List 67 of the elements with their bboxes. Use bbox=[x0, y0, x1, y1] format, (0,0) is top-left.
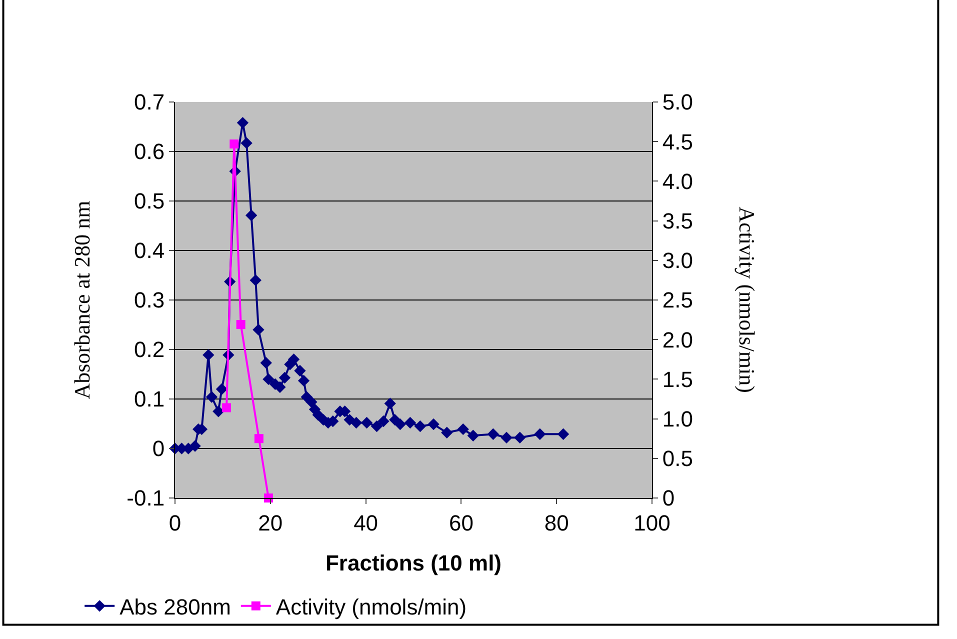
point bbox=[534, 428, 546, 440]
y2-tick-label: 3.0 bbox=[662, 248, 693, 274]
y-tick-label: 0.3 bbox=[134, 288, 165, 313]
point bbox=[262, 373, 274, 386]
point bbox=[306, 396, 318, 408]
point bbox=[230, 139, 239, 148]
point bbox=[557, 428, 570, 440]
y-tick-label: 0.5 bbox=[134, 188, 165, 214]
point bbox=[428, 418, 440, 430]
point bbox=[254, 434, 264, 444]
point bbox=[236, 320, 246, 330]
point bbox=[414, 420, 426, 432]
x-tick-label: 80 bbox=[544, 510, 569, 536]
y-tick-label: -0.1 bbox=[126, 486, 165, 511]
y2-tick-label: 2.5 bbox=[662, 288, 693, 313]
point bbox=[294, 364, 306, 377]
y2-tick-label: 0 bbox=[662, 486, 675, 511]
point bbox=[441, 426, 453, 439]
y-tick-label: 0 bbox=[152, 436, 165, 462]
point bbox=[457, 423, 469, 436]
point bbox=[222, 403, 232, 412]
point bbox=[240, 137, 252, 149]
point bbox=[370, 420, 383, 432]
point bbox=[212, 406, 224, 418]
point bbox=[216, 383, 228, 395]
point bbox=[278, 372, 291, 384]
y2-axis-title: Activity (nmols/min) bbox=[734, 206, 760, 393]
point bbox=[487, 428, 500, 440]
point bbox=[378, 415, 390, 428]
point bbox=[250, 274, 262, 286]
point bbox=[514, 432, 526, 444]
y2-tick-label: 1.0 bbox=[662, 406, 693, 432]
x-tick-label: 0 bbox=[168, 510, 182, 536]
point bbox=[350, 416, 362, 429]
y-axis-title: Absorbance at 280 nm bbox=[69, 200, 94, 400]
point bbox=[202, 349, 214, 361]
y2-tick-label: 0.5 bbox=[662, 446, 693, 472]
point bbox=[260, 357, 272, 369]
y-tick-label: 0.4 bbox=[134, 238, 165, 264]
point bbox=[394, 418, 406, 430]
x-tick-label: 20 bbox=[258, 510, 283, 536]
x-axis-title: Fractions (10 ml) bbox=[325, 550, 502, 576]
y2-tick-label: 4.5 bbox=[662, 129, 693, 154]
y2-tick-label: 3.5 bbox=[662, 208, 693, 234]
point bbox=[467, 430, 479, 442]
point bbox=[298, 374, 310, 387]
y2-tick-label: 1.5 bbox=[662, 366, 693, 392]
x-tick-label: 40 bbox=[354, 510, 378, 536]
y-tick-label: 0.6 bbox=[134, 139, 165, 164]
y2-tick-label: 4.0 bbox=[662, 168, 693, 194]
point bbox=[500, 432, 512, 444]
x-tick-label: 100 bbox=[634, 510, 670, 536]
point bbox=[245, 210, 258, 222]
point bbox=[360, 416, 373, 429]
point bbox=[252, 324, 264, 336]
point bbox=[384, 398, 396, 410]
y-tick-label: 0.7 bbox=[134, 90, 165, 115]
point bbox=[189, 440, 201, 452]
y2-tick-label: 5.0 bbox=[662, 90, 693, 115]
y2-tick-label: 2.0 bbox=[662, 327, 693, 352]
legend-label: Abs 280nm bbox=[120, 594, 231, 620]
x-tick-label: 60 bbox=[448, 510, 474, 536]
legend-label: Activity (nmols/min) bbox=[276, 594, 467, 620]
point bbox=[404, 416, 416, 429]
point bbox=[206, 391, 218, 403]
y-tick-label: 0.1 bbox=[134, 386, 165, 412]
y-tick-label: 0.2 bbox=[134, 337, 165, 362]
